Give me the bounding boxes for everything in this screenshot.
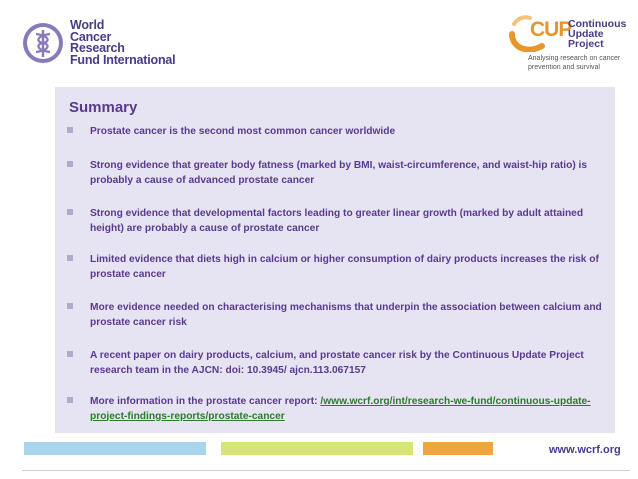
bottom-divider [22,470,630,471]
bullet-text: A recent paper on dairy products, calciu… [90,350,584,376]
cup-logo: CUP Continuous Update Project Analysing … [508,14,628,86]
wcrf-logo-line: Fund International [70,52,176,67]
footer-bar-blue [24,442,206,455]
wcrf-logo-line: World [70,18,105,32]
bullet-square-icon [67,255,73,261]
cup-name-line: Project [568,38,604,50]
bullet-square-icon [67,397,73,403]
summary-panel: Summary Prostate cancer is the second mo… [55,87,615,433]
bullet-square-icon [67,303,73,309]
summary-bullet: A recent paper on dairy products, calciu… [67,349,607,378]
summary-bullet: More information in the prostate cancer … [67,395,607,424]
wcrf-logo-line: Cancer [70,29,112,44]
summary-bullet: Strong evidence that greater body fatnes… [67,159,607,188]
cup-name-line: Continuous [568,18,627,30]
bullet-text-prefix: More information in the prostate cancer … [90,396,321,407]
bullet-square-icon [67,127,73,133]
cup-tagline: Analysing research on cancer prevention … [528,55,621,71]
bullet-text: Prostate cancer is the second most commo… [90,126,396,137]
bullet-text: Strong evidence that greater body fatnes… [90,160,588,186]
bullet-square-icon [67,351,73,357]
bullet-text: Strong evidence that developmental facto… [90,208,584,234]
website-link[interactable]: www.wcrf.org [549,444,621,456]
prostate-report-link[interactable]: /www.wcrf.org/int/research-we-fund/conti… [90,396,591,422]
summary-bullet: Limited evidence that diets high in calc… [67,253,607,282]
summary-bullet: Prostate cancer is the second most commo… [67,125,607,140]
cup-name-line: Update [568,28,604,40]
wcrf-logo: World Cancer Research Fund International [22,18,192,68]
bullet-square-icon [67,161,73,167]
bullet-text: More evidence needed on characterising m… [90,302,602,328]
caduceus-logo-icon [23,23,63,63]
cup-name: Continuous Update Project [568,18,627,50]
bullet-text: Limited evidence that diets high in calc… [90,254,599,280]
cup-abbr: CUP [530,18,572,41]
bullet-square-icon [67,209,73,215]
summary-title: Summary [69,99,138,116]
bullet-text: More information in the prostate cancer … [90,395,607,424]
cup-swoosh-icon [509,15,545,52]
wcrf-logo-text: World Cancer Research Fund International [70,18,176,67]
wcrf-logo-line: Research [70,41,125,55]
footer-bar-green [221,442,413,455]
footer-bar-orange [423,442,493,455]
summary-bullet: More evidence needed on characterising m… [67,301,607,330]
summary-bullet: Strong evidence that developmental facto… [67,207,607,236]
